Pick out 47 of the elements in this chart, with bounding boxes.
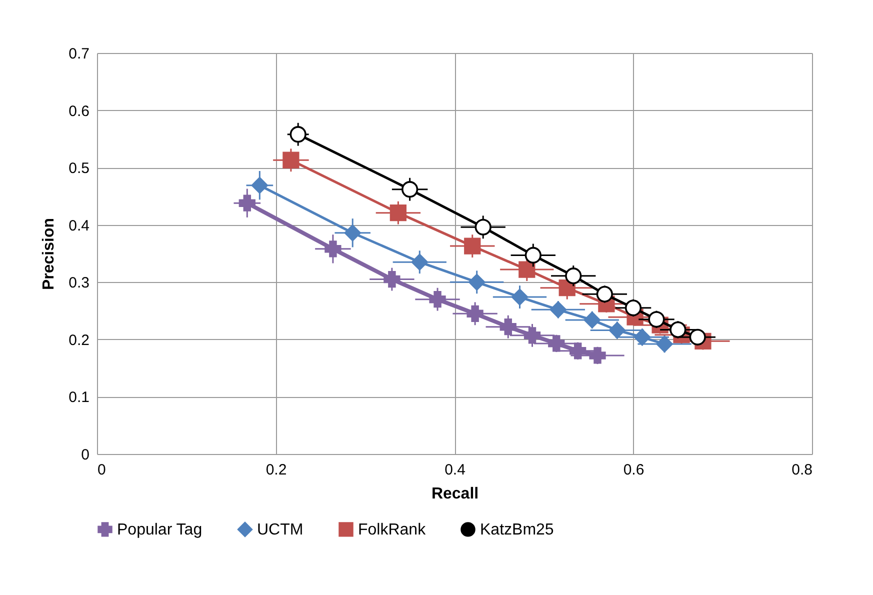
y-tick-label: 0.2 [68, 332, 90, 349]
y-tick-label: 0.4 [68, 217, 90, 234]
point [474, 218, 492, 236]
point [238, 194, 256, 212]
x-axis-title: Recall [431, 486, 479, 502]
x-tick-label: 0.2 [266, 462, 287, 478]
point [344, 224, 361, 242]
x-tick-label: 0.8 [792, 462, 812, 478]
y-tick-label: 0.3 [68, 274, 90, 292]
point [589, 347, 606, 364]
point [324, 240, 342, 258]
x-tick-label: 0.6 [623, 462, 644, 478]
point [648, 311, 665, 328]
point [511, 288, 528, 306]
point [524, 327, 541, 344]
legend-label: KatzBm25 [480, 521, 554, 538]
point [466, 305, 484, 322]
point [390, 204, 407, 222]
point [524, 246, 542, 264]
point [282, 152, 300, 168]
point [596, 286, 613, 302]
y-tick-label: 0.7 [68, 46, 90, 62]
x-tick-label: 0 [98, 462, 106, 478]
legend-label: Popular Tag [117, 521, 202, 538]
point [468, 274, 486, 290]
y-tick-label: 0 [81, 446, 90, 464]
point [429, 291, 446, 308]
point [290, 126, 306, 143]
point [384, 270, 400, 288]
legend-label: FolkRank [358, 521, 427, 538]
point [656, 336, 673, 352]
point [689, 328, 706, 346]
point [464, 238, 481, 254]
point [565, 268, 582, 284]
point [518, 261, 536, 278]
legend-label: UCTM [257, 521, 304, 538]
point [401, 181, 418, 198]
point [500, 318, 516, 336]
point [624, 300, 642, 316]
x-tick-label: 0.4 [444, 462, 466, 478]
y-axis-title: Precision [40, 218, 58, 290]
point [411, 254, 428, 270]
y-tick-label: 0.5 [68, 160, 90, 178]
y-tick-label: 0.1 [68, 389, 90, 406]
point [550, 301, 566, 318]
point [251, 177, 268, 194]
y-tick-label: 0.6 [68, 102, 90, 120]
